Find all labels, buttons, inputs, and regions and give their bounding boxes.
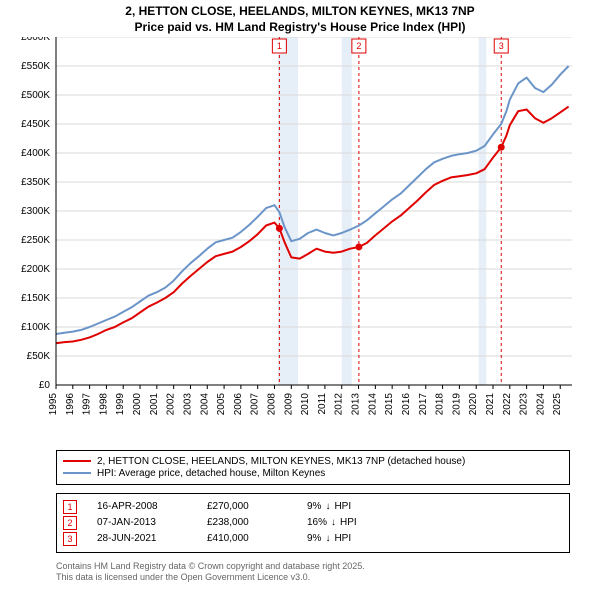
chart-plot: £0 £50K £100K £150K £200K £250K £300K £350K £400… xyxy=(0,37,600,443)
event-price-2: £238,000 xyxy=(207,517,287,528)
svg-text:2003: 2003 xyxy=(182,393,193,416)
svg-text:2008: 2008 xyxy=(267,393,278,416)
svg-text:£350K: £350K xyxy=(21,177,50,188)
svg-text:£400K: £400K xyxy=(21,148,50,159)
svg-text:1999: 1999 xyxy=(115,393,126,416)
event-row-1: 1 16-APR-2008 £270,000 9% ↓ HPI xyxy=(63,500,563,514)
svg-text:£150K: £150K xyxy=(21,293,50,304)
legend-row-price-paid: 2, HETTON CLOSE, HEELANDS, MILTON KEYNES… xyxy=(63,456,563,467)
chart-svg: £0 £50K £100K £150K £200K £250K £300K £350K £400… xyxy=(0,37,600,417)
svg-text:2007: 2007 xyxy=(250,393,261,416)
event-diff-2: 16% ↓ HPI xyxy=(307,517,397,528)
legend-label-price-paid: 2, HETTON CLOSE, HEELANDS, MILTON KEYNES… xyxy=(97,456,465,467)
arrow-down-icon: ↓ xyxy=(331,517,336,528)
footer-attribution: Contains HM Land Registry data © Crown c… xyxy=(0,557,600,590)
svg-text:1996: 1996 xyxy=(65,393,76,416)
event-date-1: 16-APR-2008 xyxy=(97,501,187,512)
event-price-1: £270,000 xyxy=(207,501,287,512)
events-table: 1 16-APR-2008 £270,000 9% ↓ HPI 2 07-JAN… xyxy=(56,493,570,553)
svg-text:£500K: £500K xyxy=(21,90,50,101)
svg-text:1997: 1997 xyxy=(82,393,93,416)
svg-text:£450K: £450K xyxy=(21,119,50,130)
svg-text:2006: 2006 xyxy=(233,393,244,416)
svg-text:2012: 2012 xyxy=(334,393,345,416)
svg-text:3: 3 xyxy=(499,41,504,51)
svg-text:2011: 2011 xyxy=(317,393,328,415)
event-row-3: 3 28-JUN-2021 £410,000 9% ↓ HPI xyxy=(63,532,563,546)
footer-line-2: This data is licensed under the Open Gov… xyxy=(56,572,570,584)
svg-text:£300K: £300K xyxy=(21,206,50,217)
svg-text:£50K: £50K xyxy=(27,351,51,362)
event-price-3: £410,000 xyxy=(207,533,287,544)
svg-text:2019: 2019 xyxy=(451,393,462,416)
event-date-3: 28-JUN-2021 xyxy=(97,533,187,544)
svg-text:2023: 2023 xyxy=(519,393,530,416)
arrow-down-icon: ↓ xyxy=(325,533,330,544)
svg-text:2022: 2022 xyxy=(502,393,513,416)
svg-text:2020: 2020 xyxy=(468,393,479,416)
event-marker-2: 2 xyxy=(63,516,77,530)
event-diff-3: 9% ↓ HPI xyxy=(307,533,397,544)
svg-text:2015: 2015 xyxy=(384,393,395,416)
svg-text:1998: 1998 xyxy=(98,393,109,416)
svg-text:2000: 2000 xyxy=(132,393,143,416)
svg-text:2014: 2014 xyxy=(367,393,378,416)
legend-row-hpi: HPI: Average price, detached house, Milt… xyxy=(63,468,563,479)
legend-swatch-price-paid xyxy=(63,460,91,462)
svg-text:2010: 2010 xyxy=(300,393,311,416)
event-diff-1: 9% ↓ HPI xyxy=(307,501,397,512)
event-marker-3: 3 xyxy=(63,532,77,546)
svg-text:1: 1 xyxy=(277,41,282,51)
svg-text:2024: 2024 xyxy=(535,393,546,416)
arrow-down-icon: ↓ xyxy=(325,501,330,512)
svg-text:2001: 2001 xyxy=(149,393,160,416)
svg-text:£200K: £200K xyxy=(21,264,50,275)
svg-text:2002: 2002 xyxy=(166,393,177,416)
chart-container: 2, HETTON CLOSE, HEELANDS, MILTON KEYNES… xyxy=(0,0,600,590)
event-marker-1: 1 xyxy=(63,500,77,514)
svg-text:2016: 2016 xyxy=(401,393,412,416)
svg-text:1995: 1995 xyxy=(48,393,59,416)
svg-text:2009: 2009 xyxy=(283,393,294,416)
svg-text:2021: 2021 xyxy=(485,393,496,416)
title-line-1: 2, HETTON CLOSE, HEELANDS, MILTON KEYNES… xyxy=(0,4,600,20)
svg-text:2017: 2017 xyxy=(418,393,429,416)
svg-text:£100K: £100K xyxy=(21,322,50,333)
svg-text:2004: 2004 xyxy=(199,393,210,416)
legend-label-hpi: HPI: Average price, detached house, Milt… xyxy=(97,468,325,479)
svg-text:2025: 2025 xyxy=(552,393,563,416)
svg-text:2: 2 xyxy=(356,41,361,51)
svg-text:£250K: £250K xyxy=(21,235,50,246)
event-row-2: 2 07-JAN-2013 £238,000 16% ↓ HPI xyxy=(63,516,563,530)
legend-box: 2, HETTON CLOSE, HEELANDS, MILTON KEYNES… xyxy=(56,450,570,485)
svg-text:2013: 2013 xyxy=(351,393,362,416)
svg-text:£0: £0 xyxy=(39,380,51,391)
event-date-2: 07-JAN-2013 xyxy=(97,517,187,528)
svg-text:2005: 2005 xyxy=(216,393,227,416)
svg-text:£550K: £550K xyxy=(21,61,50,72)
legend-swatch-hpi xyxy=(63,472,91,474)
title-line-2: Price paid vs. HM Land Registry's House … xyxy=(0,20,600,36)
svg-text:2018: 2018 xyxy=(435,393,446,416)
title-block: 2, HETTON CLOSE, HEELANDS, MILTON KEYNES… xyxy=(0,0,600,37)
svg-text:£600K: £600K xyxy=(21,37,50,43)
footer-line-1: Contains HM Land Registry data © Crown c… xyxy=(56,561,570,573)
